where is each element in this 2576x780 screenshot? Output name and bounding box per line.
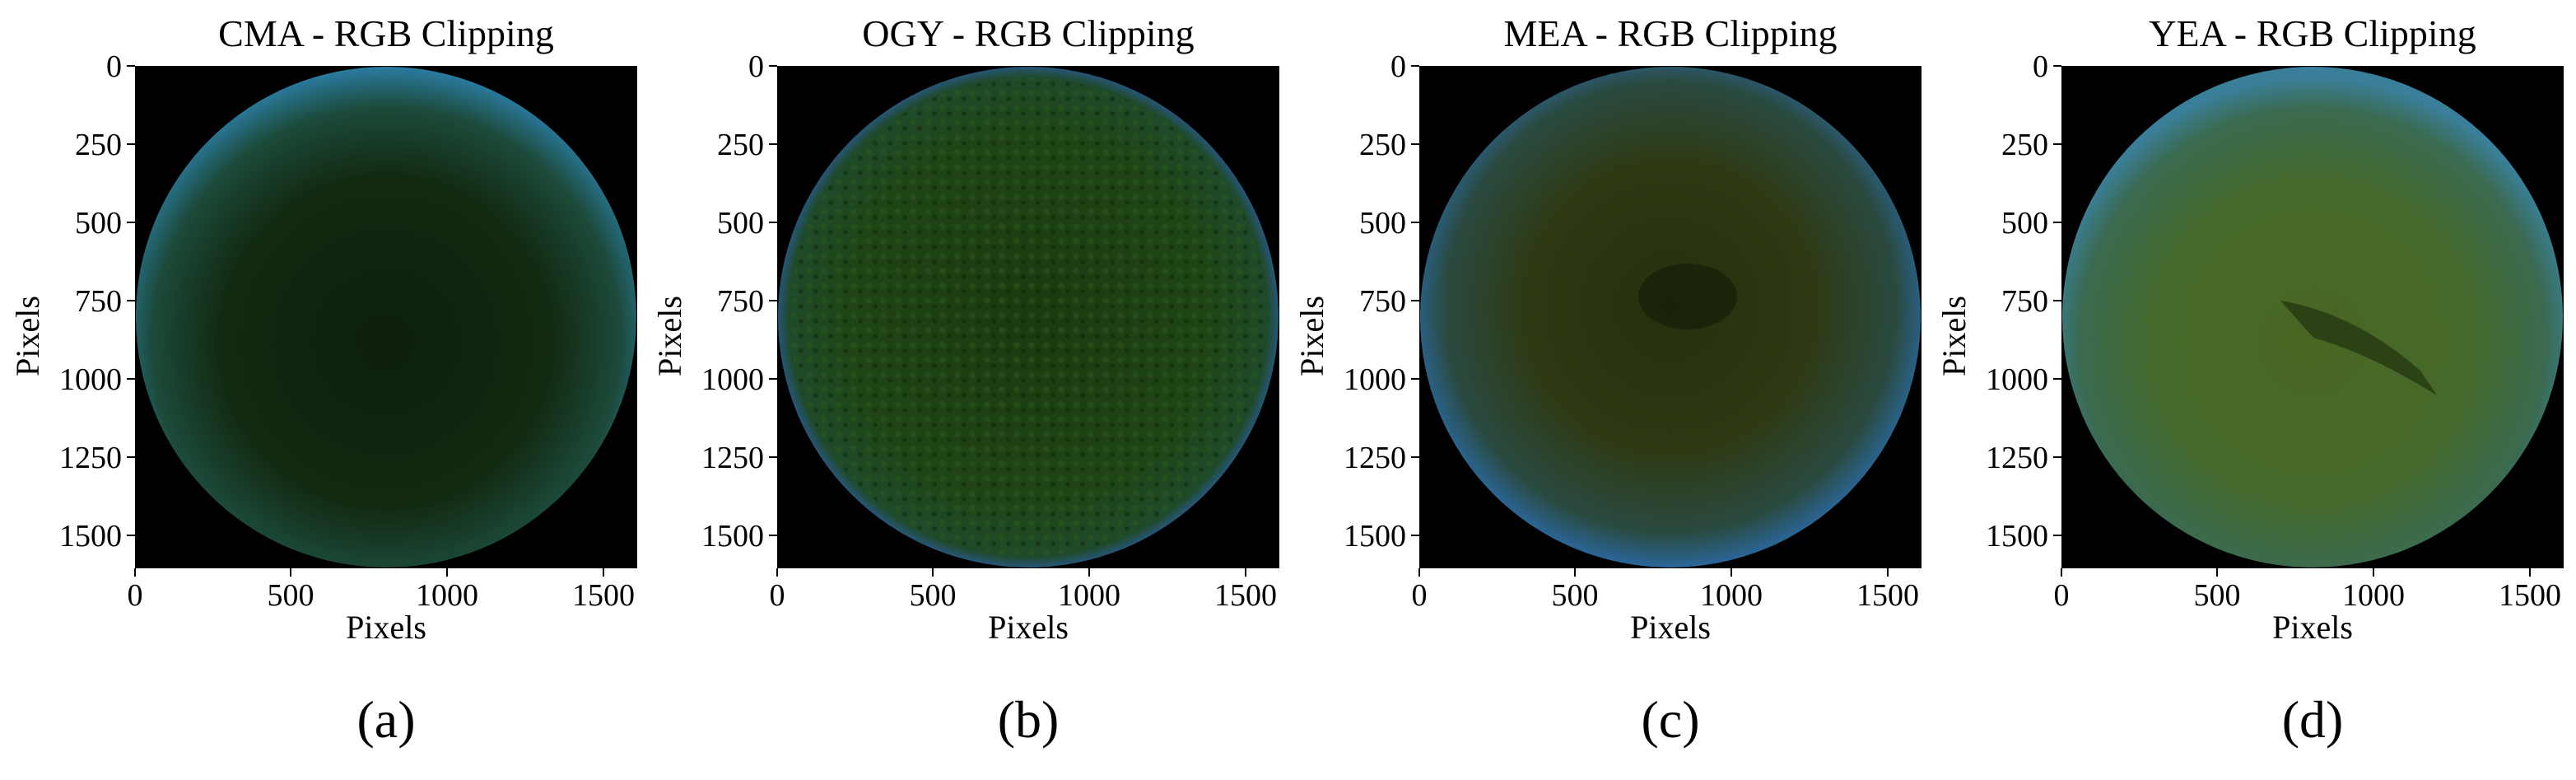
y-tick-labels: 0 250 500 750 1000 1250 1500 <box>1986 49 2048 553</box>
y-axis-label: Pixels <box>1935 296 1973 376</box>
y-tick-label: 750 <box>717 284 764 319</box>
y-tick-label: 0 <box>748 49 764 84</box>
x-tick-label: 1000 <box>416 578 478 613</box>
y-tick-label: 1000 <box>1986 362 2048 397</box>
dark-spot <box>1638 264 1737 329</box>
y-tick-label: 1500 <box>1344 519 1406 553</box>
x-tick-label: 1500 <box>2499 578 2561 613</box>
y-axis-label: Pixels <box>651 296 688 376</box>
petri-dish-image <box>136 67 636 567</box>
y-axis <box>1411 65 1419 536</box>
y-tick-label: 1250 <box>1344 441 1406 475</box>
panel-title: YEA - RGB Clipping <box>2149 12 2476 54</box>
panel-title: OGY - RGB Clipping <box>862 12 1195 54</box>
x-axis-label: Pixels <box>1630 609 1711 646</box>
y-tick-label: 0 <box>2033 49 2048 84</box>
panel-caption: (b) <box>997 690 1060 749</box>
y-axis <box>769 65 777 536</box>
y-tick-label: 500 <box>2001 206 2048 241</box>
x-axis-label: Pixels <box>2272 609 2353 646</box>
x-tick-labels: 0 500 1000 1500 <box>2054 578 2562 613</box>
y-tick-label: 1000 <box>1344 362 1406 397</box>
y-tick-label: 250 <box>717 128 764 162</box>
y-tick-label: 750 <box>2001 284 2048 319</box>
y-tick-labels: 0 250 500 750 1000 1250 1500 <box>1344 49 1406 553</box>
y-axis <box>127 65 135 536</box>
x-tick-label: 1500 <box>572 578 635 613</box>
y-tick-label: 0 <box>1390 49 1406 84</box>
y-tick-label: 500 <box>75 206 122 241</box>
y-tick-labels: 0 250 500 750 1000 1250 1500 <box>701 49 764 553</box>
x-tick-label: 500 <box>910 578 957 613</box>
panel-yea-plot: 0 500 1000 1500 0 250 500 750 1000 1250 … <box>1986 49 2564 613</box>
panel-caption: (d) <box>2281 690 2344 749</box>
x-tick-label: 1500 <box>1856 578 1919 613</box>
y-tick-label: 1000 <box>59 362 122 397</box>
panel-caption: (c) <box>1641 690 1700 749</box>
panel-mea: 0 500 1000 1500 0 250 500 750 1000 1250 … <box>1284 0 1922 780</box>
x-tick-label: 0 <box>2054 578 2070 613</box>
y-tick-label: 500 <box>717 206 764 241</box>
y-axis <box>2053 65 2061 536</box>
y-tick-label: 1250 <box>1986 441 2048 475</box>
y-axis-label: Pixels <box>1293 296 1330 376</box>
y-tick-label: 750 <box>1359 284 1406 319</box>
panel-cma-plot: 0 500 1000 1500 0 250 500 750 1000 1250 … <box>59 49 637 613</box>
x-tick-label: 0 <box>128 578 143 613</box>
y-tick-label: 250 <box>1359 128 1406 162</box>
x-tick-labels: 0 500 1000 1500 <box>128 578 636 613</box>
y-tick-label: 1250 <box>701 441 764 475</box>
y-tick-label: 750 <box>75 284 122 319</box>
growth-texture <box>790 78 1267 556</box>
dark-streak <box>2280 301 2437 395</box>
y-tick-label: 1250 <box>59 441 122 475</box>
panel-cma: 0 500 1000 1500 0 250 500 750 1000 1250 … <box>0 0 637 780</box>
x-tick-label: 1000 <box>1058 578 1120 613</box>
x-axis-label: Pixels <box>988 609 1069 646</box>
y-tick-label: 1000 <box>701 362 764 397</box>
x-axis <box>2061 568 2531 577</box>
x-tick-label: 500 <box>2194 578 2241 613</box>
y-tick-label: 250 <box>75 128 122 162</box>
x-tick-labels: 0 500 1000 1500 <box>770 578 1278 613</box>
x-axis <box>134 568 604 577</box>
x-tick-label: 1000 <box>2342 578 2405 613</box>
x-tick-label: 1500 <box>1214 578 1277 613</box>
x-axis <box>776 568 1246 577</box>
x-tick-label: 0 <box>770 578 785 613</box>
y-axis-label: Pixels <box>9 296 46 376</box>
panel-yea: 0 500 1000 1500 0 250 500 750 1000 1250 … <box>1926 0 2564 780</box>
x-tick-label: 1000 <box>1700 578 1763 613</box>
y-tick-label: 1500 <box>59 519 122 553</box>
x-tick-label: 500 <box>1552 578 1599 613</box>
panel-caption: (a) <box>356 690 416 749</box>
x-tick-label: 500 <box>268 578 314 613</box>
y-tick-label: 250 <box>2001 128 2048 162</box>
y-tick-label: 1500 <box>1986 519 2048 553</box>
y-tick-labels: 0 250 500 750 1000 1250 1500 <box>59 49 122 553</box>
panel-title: CMA - RGB Clipping <box>218 12 554 54</box>
panel-ogy: 0 500 1000 1500 0 250 500 750 1000 1250 … <box>642 0 1279 780</box>
x-axis-label: Pixels <box>346 609 426 646</box>
y-tick-label: 0 <box>106 49 122 84</box>
y-tick-label: 1500 <box>701 519 764 553</box>
panel-ogy-plot: 0 500 1000 1500 0 250 500 750 1000 1250 … <box>701 49 1279 613</box>
x-tick-labels: 0 500 1000 1500 <box>1412 578 1920 613</box>
x-axis <box>1418 568 1889 577</box>
y-tick-label: 500 <box>1359 206 1406 241</box>
x-tick-label: 0 <box>1412 578 1428 613</box>
panel-title: MEA - RGB Clipping <box>1503 12 1838 54</box>
panel-mea-plot: 0 500 1000 1500 0 250 500 750 1000 1250 … <box>1344 49 1922 613</box>
